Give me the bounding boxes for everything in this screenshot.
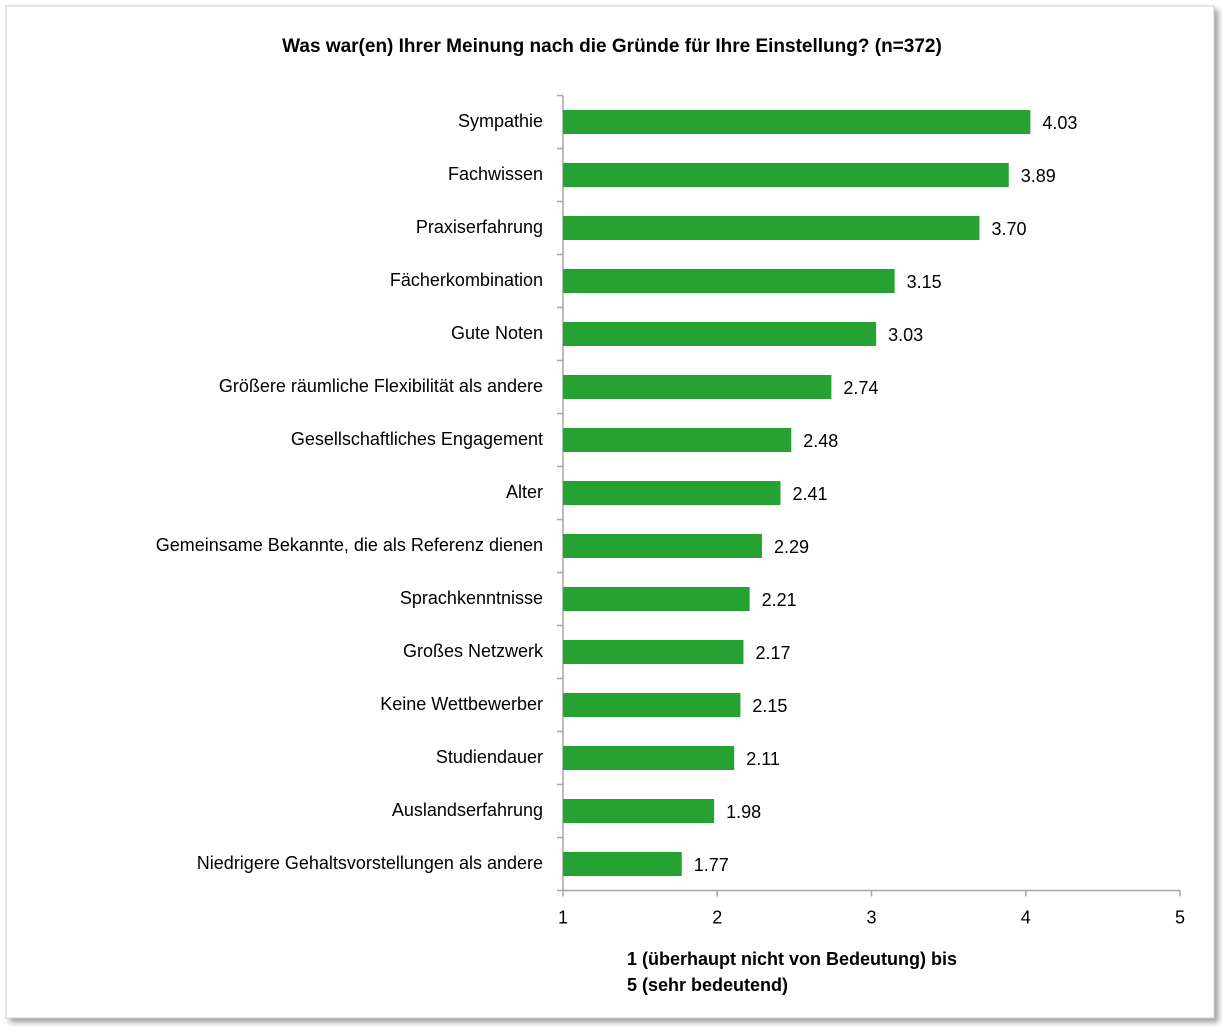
value-label: 2.11 — [746, 749, 780, 769]
value-label: 1.98 — [726, 802, 761, 822]
value-label: 2.17 — [755, 643, 790, 663]
bar — [563, 799, 715, 823]
value-label: 3.89 — [1021, 166, 1056, 186]
value-label: 3.15 — [907, 272, 942, 292]
value-label: 2.41 — [792, 484, 827, 504]
bar — [563, 375, 832, 399]
bar — [563, 269, 895, 293]
value-label: 2.21 — [762, 590, 797, 610]
bar — [563, 110, 1031, 134]
value-label: 3.70 — [991, 219, 1026, 239]
y-tick-label: Keine Wettbewerber — [380, 694, 543, 714]
x-tick-label: 2 — [712, 907, 722, 927]
y-tick-label: Fachwissen — [448, 164, 543, 184]
bar — [563, 587, 750, 611]
y-tick-label: Sympathie — [458, 111, 543, 131]
y-tick-label: Gesellschaftliches Engagement — [291, 429, 543, 449]
value-label: 2.29 — [774, 537, 809, 557]
y-tick-label: Sprachkenntnisse — [400, 588, 543, 608]
value-label: 2.74 — [843, 378, 878, 398]
y-tick-label: Gemeinsame Bekannte, die als Referenz di… — [156, 535, 543, 555]
bar — [563, 852, 682, 876]
value-label: 1.77 — [694, 855, 729, 875]
y-tick-label: Studiendauer — [436, 747, 543, 767]
bar — [563, 163, 1009, 187]
bar — [563, 693, 741, 717]
y-tick-label: Gute Noten — [451, 323, 543, 343]
y-tick-label: Großes Netzwerk — [403, 641, 544, 661]
x-tick-label: 1 — [558, 907, 568, 927]
bar — [563, 640, 744, 664]
bar — [563, 481, 781, 505]
y-tick-label: Auslandserfahrung — [392, 800, 543, 820]
value-label: 3.03 — [888, 325, 923, 345]
x-tick-label: 4 — [1021, 907, 1031, 927]
y-tick-label: Praxiserfahrung — [416, 217, 543, 237]
bar — [563, 534, 762, 558]
chart-title: Was war(en) Ihrer Meinung nach die Gründ… — [282, 36, 942, 57]
x-tick-label: 5 — [1175, 907, 1185, 927]
bar — [563, 428, 792, 452]
y-tick-label: Fächerkombination — [390, 270, 543, 290]
value-label: 4.03 — [1042, 113, 1077, 133]
y-tick-label: Alter — [506, 482, 543, 502]
value-label: 2.48 — [803, 431, 838, 451]
x-axis-label: 5 (sehr bedeutend) — [627, 975, 788, 995]
bar — [563, 746, 735, 770]
y-tick-label: Niedrigere Gehaltsvorstellungen als ande… — [197, 853, 543, 873]
value-label: 2.15 — [752, 696, 787, 716]
x-axis-label: 1 (überhaupt nicht von Bedeutung) bis — [627, 949, 957, 969]
bar — [563, 216, 980, 240]
bar — [563, 322, 877, 346]
y-tick-label: Größere räumliche Flexibilität als ander… — [219, 376, 543, 396]
x-tick-label: 3 — [866, 907, 876, 927]
